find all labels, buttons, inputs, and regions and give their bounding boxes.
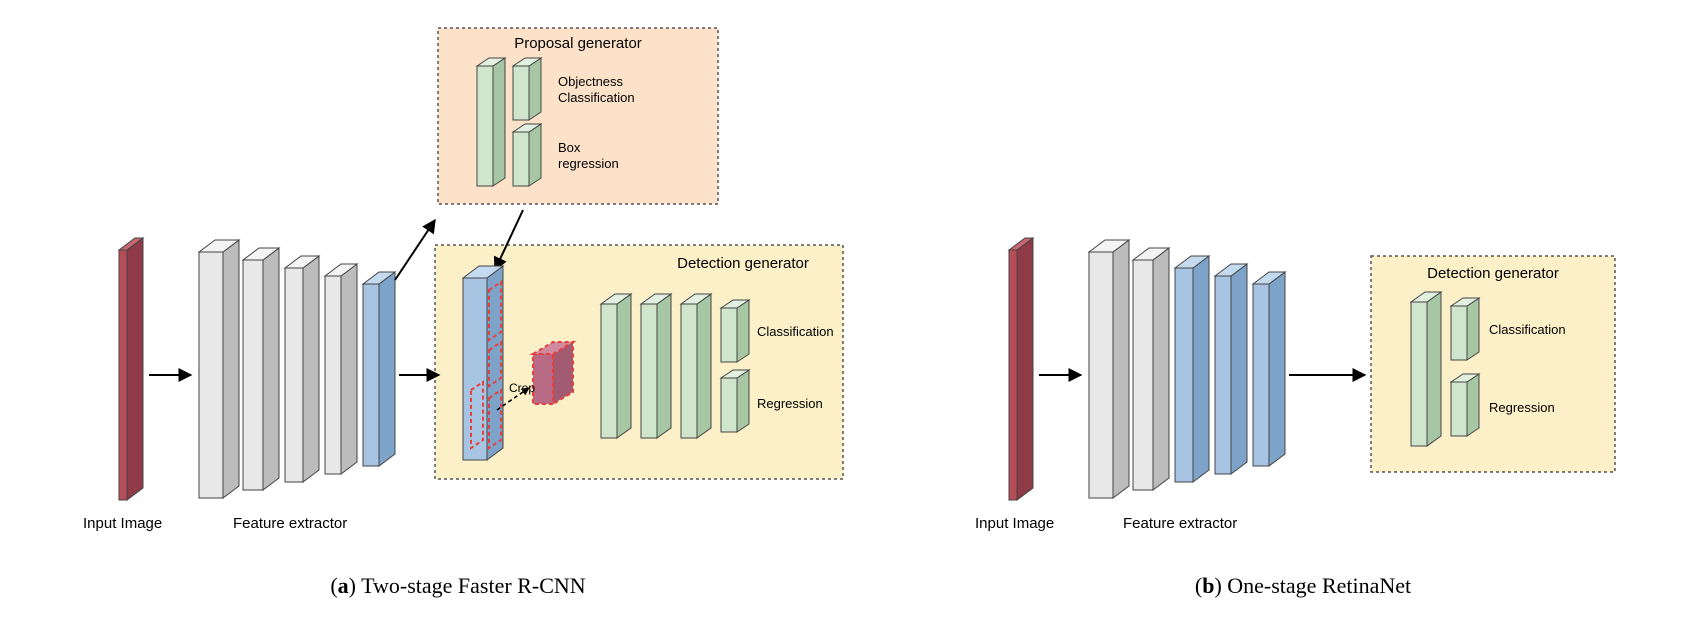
crop-label: Crop: [509, 381, 535, 395]
proposal-slab-bottom: [513, 124, 541, 186]
panel-b-caption: (b) One-stage RetinaNet: [973, 573, 1633, 599]
proposal-slab-big: [477, 58, 505, 186]
feat-slab-b2: [1133, 248, 1169, 490]
detection-box-b: [1371, 256, 1615, 472]
classification-label-b: Classification: [1489, 322, 1566, 337]
feat-slab-b1: [1089, 240, 1129, 498]
figure-container: Proposal generator Objectness Classifica…: [20, 20, 1676, 599]
input-label: Input Image: [83, 515, 162, 532]
box-reg-label-1: Box: [558, 140, 581, 155]
proposal-slab-top: [513, 58, 541, 120]
det-slab-reg: [721, 370, 749, 432]
det-slab-cls: [721, 300, 749, 362]
regression-label: Regression: [757, 396, 823, 411]
caption-text-b: One-stage RetinaNet: [1227, 573, 1411, 598]
feat-slab-b4: [1215, 264, 1247, 474]
feat-slab-b5: [1253, 272, 1285, 466]
proposal-title: Proposal generator: [514, 35, 642, 52]
input-slab-b: [1009, 238, 1033, 500]
feat-slab-2: [243, 248, 279, 490]
feat-slab-4: [325, 264, 357, 474]
det-slab-big-b: [1411, 292, 1441, 446]
extractor-label-b: Feature extractor: [1123, 515, 1237, 532]
det-slab-reg-b: [1451, 374, 1479, 436]
det-slab-3: [681, 294, 711, 438]
panel-a-svg: Proposal generator Objectness Classifica…: [63, 20, 853, 565]
box-reg-label-2: regression: [558, 156, 619, 171]
detection-title-b: Detection generator: [1427, 265, 1559, 282]
caption-text-a: Two-stage Faster R-CNN: [361, 573, 586, 598]
objectness-label-2: Classification: [558, 90, 635, 105]
panel-b: Detection generator: [973, 20, 1633, 599]
feat-slab-3: [285, 256, 319, 482]
panel-a-caption: (a) Two-stage Faster R-CNN: [63, 573, 853, 599]
det-slab-cls-b: [1451, 298, 1479, 360]
panel-b-svg: Detection generator: [973, 20, 1633, 565]
crop-cube: [533, 342, 573, 404]
extractor-label: Feature extractor: [233, 515, 347, 532]
objectness-label-1: Objectness: [558, 74, 624, 89]
arrow-feat-to-proposal: [395, 220, 435, 280]
det-slab-2: [641, 294, 671, 438]
regression-label-b: Regression: [1489, 400, 1555, 415]
feat-slab-5: [363, 272, 395, 466]
det-slab-1: [601, 294, 631, 438]
caption-letter-a: a: [338, 573, 349, 598]
input-label-b: Input Image: [975, 515, 1054, 532]
input-slab: [119, 238, 143, 500]
caption-letter-b: b: [1202, 573, 1214, 598]
panel-a: Proposal generator Objectness Classifica…: [63, 20, 853, 599]
detection-title: Detection generator: [677, 255, 809, 272]
classification-label: Classification: [757, 324, 834, 339]
feat-slab-1: [199, 240, 239, 498]
feat-slab-b3: [1175, 256, 1209, 482]
